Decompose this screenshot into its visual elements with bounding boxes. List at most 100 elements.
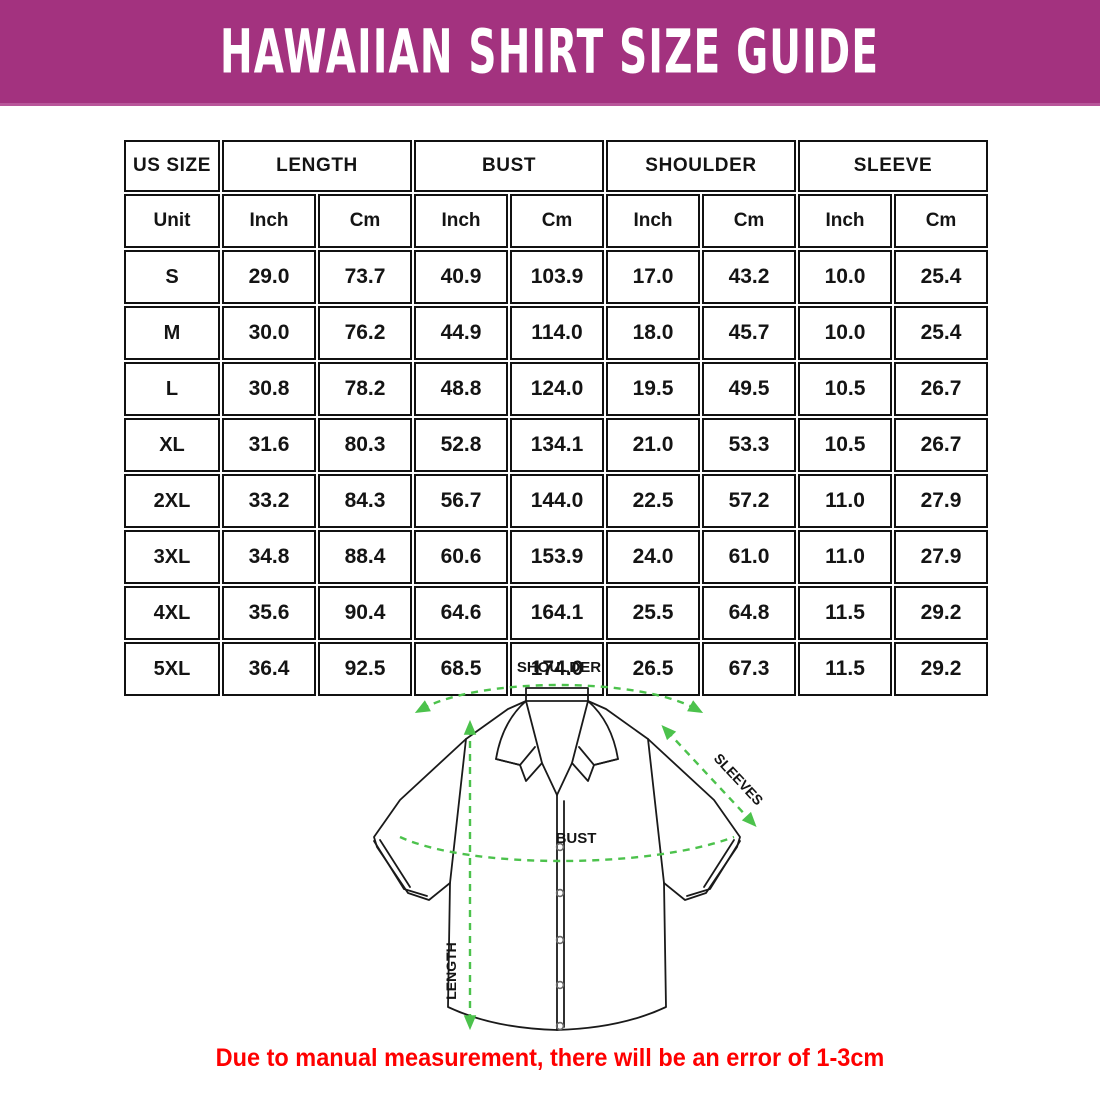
- unit-label: Unit: [124, 194, 220, 248]
- header-bust: BUST: [414, 140, 604, 192]
- cell-sleeve-inch: 10.5: [798, 362, 893, 416]
- cell-sleeve-inch: 11.0: [798, 530, 893, 584]
- cell-bust-cm: 144.0: [510, 474, 604, 528]
- cell-shoulder-cm: 67.3: [702, 642, 797, 696]
- cell-sleeve-cm: 26.7: [894, 362, 989, 416]
- header-length: LENGTH: [222, 140, 412, 192]
- cell-sleeve-inch: 10.0: [798, 250, 893, 304]
- cell-bust-inch: 40.9: [414, 250, 508, 304]
- cell-shoulder-cm: 45.7: [702, 306, 797, 360]
- cell-length-cm: 90.4: [318, 586, 412, 640]
- cell-shoulder-cm: 43.2: [702, 250, 797, 304]
- cell-bust-cm: 164.1: [510, 586, 604, 640]
- shirt-measurement-diagram: SHOULDER SLEEVES BUST LENGTH: [330, 655, 800, 1045]
- cell-shoulder-inch: 26.5: [606, 642, 700, 696]
- shoulder-label: SHOULDER: [517, 659, 601, 676]
- cell-shoulder-cm: 53.3: [702, 418, 797, 472]
- sleeves-label: SLEEVES: [711, 750, 767, 808]
- cell-shoulder-cm: 49.5: [702, 362, 797, 416]
- unit-length-cm: Cm: [318, 194, 412, 248]
- cell-bust-cm: 103.9: [510, 250, 604, 304]
- table-row: XL 31.6 80.3 52.8 134.1 21.0 53.3 10.5 2…: [124, 418, 989, 472]
- unit-shoulder-cm: Cm: [702, 194, 797, 248]
- header-shoulder: SHOULDER: [606, 140, 797, 192]
- measurement-disclaimer: Due to manual measurement, there will be…: [215, 1044, 885, 1072]
- cell-size: 4XL: [124, 586, 220, 640]
- cell-shoulder-inch: 17.0: [606, 250, 700, 304]
- cell-bust-cm: 114.0: [510, 306, 604, 360]
- cell-shoulder-inch: 18.0: [606, 306, 700, 360]
- bust-label: BUST: [556, 830, 597, 847]
- cell-shoulder-inch: 19.5: [606, 362, 700, 416]
- unit-bust-cm: Cm: [510, 194, 604, 248]
- table-row: 2XL 33.2 84.3 56.7 144.0 22.5 57.2 11.0 …: [124, 474, 989, 528]
- cell-length-cm: 84.3: [318, 474, 412, 528]
- cell-shoulder-cm: 57.2: [702, 474, 797, 528]
- cell-sleeve-cm: 27.9: [894, 474, 989, 528]
- cell-size: 2XL: [124, 474, 220, 528]
- cell-bust-inch: 60.6: [414, 530, 508, 584]
- cell-shoulder-inch: 24.0: [606, 530, 700, 584]
- cell-length-inch: 34.8: [222, 530, 316, 584]
- size-chart-table-wrapper: US SIZE LENGTH BUST SHOULDER SLEEVE Unit…: [122, 138, 991, 698]
- table-group-header-row: US SIZE LENGTH BUST SHOULDER SLEEVE: [124, 140, 989, 192]
- cell-bust-inch: 56.7: [414, 474, 508, 528]
- cell-length-cm: 80.3: [318, 418, 412, 472]
- cell-bust-inch: 64.6: [414, 586, 508, 640]
- cell-length-inch: 35.6: [222, 586, 316, 640]
- cell-sleeve-cm: 29.2: [894, 586, 989, 640]
- cell-length-inch: 31.6: [222, 418, 316, 472]
- cell-shoulder-inch: 25.5: [606, 586, 700, 640]
- cell-length-inch: 30.0: [222, 306, 316, 360]
- cell-sleeve-inch: 11.5: [798, 586, 893, 640]
- cell-length-inch: 29.0: [222, 250, 316, 304]
- cell-sleeve-cm: 25.4: [894, 306, 989, 360]
- cell-length-cm: 76.2: [318, 306, 412, 360]
- cell-sleeve-cm: 27.9: [894, 530, 989, 584]
- cell-shoulder-inch: 21.0: [606, 418, 700, 472]
- cell-sleeve-cm: 25.4: [894, 250, 989, 304]
- cell-sleeve-inch: 10.5: [798, 418, 893, 472]
- cell-size: L: [124, 362, 220, 416]
- cell-size: M: [124, 306, 220, 360]
- unit-length-inch: Inch: [222, 194, 316, 248]
- unit-shoulder-inch: Inch: [606, 194, 700, 248]
- cell-shoulder-cm: 61.0: [702, 530, 797, 584]
- cell-length-cm: 78.2: [318, 362, 412, 416]
- cell-bust-inch: 44.9: [414, 306, 508, 360]
- cell-length-cm: 92.5: [318, 642, 412, 696]
- shirt-buttons-icon: [555, 842, 565, 1031]
- cell-bust-cm: 153.9: [510, 530, 604, 584]
- table-row: 4XL 35.6 90.4 64.6 164.1 25.5 64.8 11.5 …: [124, 586, 989, 640]
- length-label: LENGTH: [443, 942, 459, 1000]
- cell-size: S: [124, 250, 220, 304]
- cell-sleeve-cm: 26.7: [894, 418, 989, 472]
- cell-length-inch: 30.8: [222, 362, 316, 416]
- table-row: L 30.8 78.2 48.8 124.0 19.5 49.5 10.5 26…: [124, 362, 989, 416]
- cell-bust-cm: 134.1: [510, 418, 604, 472]
- header-sleeve: SLEEVE: [798, 140, 989, 192]
- bust-measure-guide: [399, 835, 735, 863]
- cell-length-cm: 88.4: [318, 530, 412, 584]
- size-chart-table: US SIZE LENGTH BUST SHOULDER SLEEVE Unit…: [122, 138, 991, 698]
- table-unit-row: Unit Inch Cm Inch Cm Inch Cm Inch Cm: [124, 194, 989, 248]
- page-header-banner: Hawaiian Shirt Size Guide: [0, 0, 1100, 103]
- table-row: M 30.0 76.2 44.9 114.0 18.0 45.7 10.0 25…: [124, 306, 989, 360]
- cell-shoulder-inch: 22.5: [606, 474, 700, 528]
- cell-length-inch: 36.4: [222, 642, 316, 696]
- cell-sleeve-inch: 11.0: [798, 474, 893, 528]
- table-row: 5XL 36.4 92.5 68.5 174.0 26.5 67.3 11.5 …: [124, 642, 989, 696]
- cell-shoulder-cm: 64.8: [702, 586, 797, 640]
- unit-sleeve-inch: Inch: [798, 194, 893, 248]
- shirt-outline-icon: [373, 687, 741, 1031]
- cell-size: XL: [124, 418, 220, 472]
- banner-underline: [0, 103, 1100, 106]
- cell-sleeve-inch: 11.5: [798, 642, 893, 696]
- table-row: S 29.0 73.7 40.9 103.9 17.0 43.2 10.0 25…: [124, 250, 989, 304]
- cell-bust-inch: 52.8: [414, 418, 508, 472]
- cell-sleeve-inch: 10.0: [798, 306, 893, 360]
- cell-size: 3XL: [124, 530, 220, 584]
- cell-bust-cm: 124.0: [510, 362, 604, 416]
- shoulder-measure-guide: [414, 683, 704, 713]
- unit-bust-inch: Inch: [414, 194, 508, 248]
